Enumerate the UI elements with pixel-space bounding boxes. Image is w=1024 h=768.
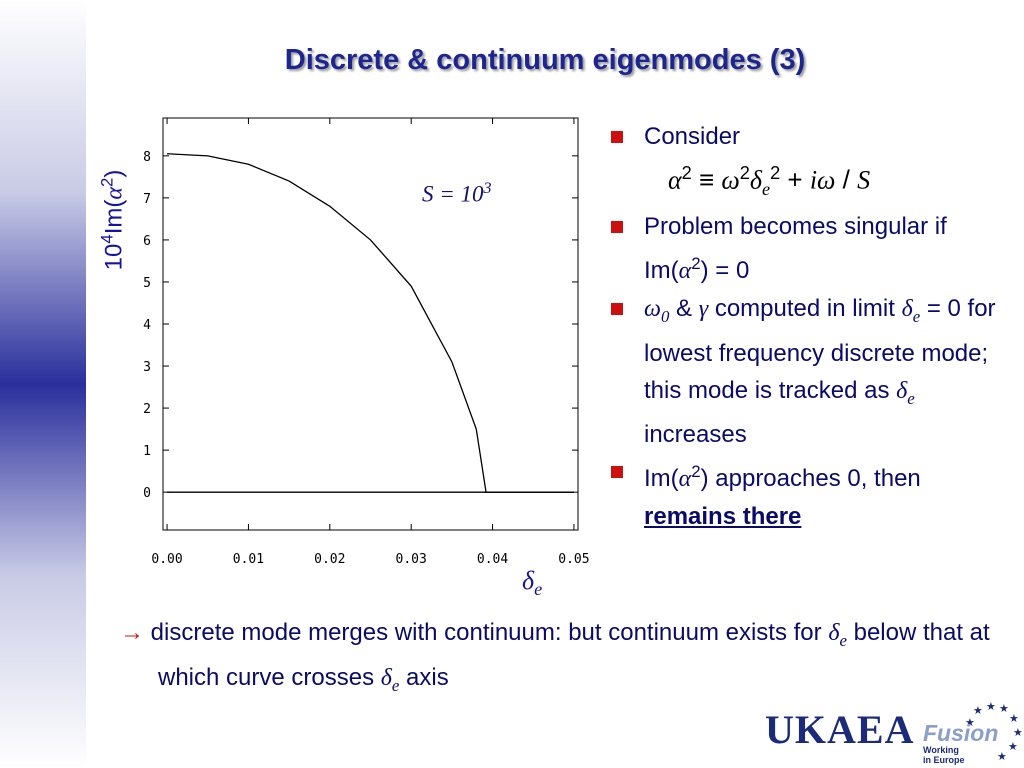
text-run: γ bbox=[698, 295, 709, 322]
y-tick-label: 0 bbox=[143, 486, 151, 501]
x-tick-label: 0.02 bbox=[314, 552, 345, 567]
text-run: Problem becomes singular if Im( bbox=[644, 212, 947, 284]
text-run: 0 bbox=[660, 306, 670, 326]
text-run: ) = 0 bbox=[700, 256, 750, 284]
side-band bbox=[0, 0, 86, 768]
text-run: S bbox=[422, 181, 434, 207]
x-tick-label: 0.05 bbox=[558, 552, 589, 567]
text-run: 2 bbox=[681, 163, 692, 183]
text-run: e bbox=[534, 579, 543, 600]
y-tick-label: 1 bbox=[143, 444, 151, 459]
text-run: 2 bbox=[691, 462, 701, 482]
text-run: increases bbox=[644, 421, 747, 449]
bullet: Problem becomes singular if Im(α2) = 0 bbox=[608, 208, 1008, 290]
bullet-list: Consider α2 ≡ ω2δe2 + iω / S Problem becom… bbox=[608, 118, 1008, 535]
text-run: 2 bbox=[770, 163, 781, 183]
y-tick-label: 6 bbox=[143, 234, 151, 249]
slide-title: Discrete & continuum eigenmodes (3) bbox=[284, 44, 806, 76]
svg-text:★: ★ bbox=[986, 700, 996, 713]
text-run: Consider bbox=[644, 123, 741, 150]
text-run: ) approaches 0, then bbox=[700, 465, 921, 493]
svg-text:★: ★ bbox=[1009, 712, 1019, 725]
y-tick-label: 2 bbox=[143, 402, 151, 417]
text-run: & bbox=[669, 294, 699, 322]
svg-text:★: ★ bbox=[1008, 740, 1018, 753]
bullet: Consider bbox=[608, 118, 1008, 155]
y-axis-label: 104Im(α2) bbox=[98, 170, 129, 271]
y-tick-label: 7 bbox=[143, 192, 151, 207]
logo-name: UKAEA bbox=[765, 707, 915, 752]
svg-text:★: ★ bbox=[973, 704, 983, 717]
text-run: ≡ bbox=[691, 164, 722, 195]
text-run: δ bbox=[828, 620, 840, 646]
text-run: 2 bbox=[97, 177, 117, 188]
annotation: S = 103 bbox=[422, 180, 492, 208]
text-run: axis bbox=[399, 663, 449, 691]
text-run: Im( bbox=[644, 465, 679, 493]
text-run: ) bbox=[100, 169, 128, 178]
text-run: = 0 for lowest frequency discrete mode; … bbox=[644, 294, 996, 404]
text-run: e bbox=[839, 630, 847, 650]
text-run: δ bbox=[522, 566, 535, 595]
text-run: → bbox=[120, 619, 151, 646]
x-tick-label: 0.01 bbox=[233, 552, 264, 567]
text-run: δ bbox=[896, 377, 908, 404]
bullet: ω0 & γ computed in limit δe = 0 for lowe… bbox=[608, 290, 1008, 454]
note: → discrete mode merges with continuum: b… bbox=[120, 614, 1024, 704]
text-run: e bbox=[912, 306, 921, 326]
text-run: δ bbox=[380, 664, 392, 691]
y-tick-label: 5 bbox=[143, 276, 151, 291]
text-run: computed in limit bbox=[708, 294, 902, 322]
logo-tagline: Working in Europe bbox=[923, 745, 965, 765]
x-tick-label: 0.00 bbox=[151, 552, 182, 567]
x-axis-label: δe bbox=[522, 566, 542, 600]
text-run: α bbox=[678, 466, 692, 493]
svg-text:★: ★ bbox=[999, 702, 1009, 715]
text-run: e bbox=[391, 675, 400, 695]
text-run: ω bbox=[644, 295, 661, 322]
logo-line: Working bbox=[923, 745, 959, 755]
bullet: Im(α2) approaches 0, then remains there bbox=[608, 453, 1008, 535]
text-run: discrete mode merges with continuum: but… bbox=[150, 619, 829, 646]
text-run: e bbox=[907, 388, 915, 408]
text-run: below that at which curve crosses bbox=[158, 619, 990, 691]
svg-text:★: ★ bbox=[997, 750, 1007, 762]
text-run: iω bbox=[809, 165, 836, 195]
text-run: δ bbox=[901, 295, 913, 322]
text-run: S bbox=[857, 165, 871, 195]
text-run: 3 bbox=[483, 180, 492, 197]
bullet: α2 ≡ ω2δe2 + iω / S bbox=[608, 155, 1008, 208]
data-line bbox=[167, 153, 574, 493]
text-run: 2 bbox=[691, 253, 701, 273]
text-run: α bbox=[678, 257, 692, 284]
plot-frame bbox=[162, 117, 579, 531]
text-run: + bbox=[780, 164, 810, 195]
text-run: / bbox=[835, 164, 858, 195]
text-run: δ bbox=[749, 165, 762, 195]
text-run: e bbox=[761, 178, 771, 199]
logo-stars: ★ ★ ★★ ★★★★ bbox=[965, 700, 1023, 762]
logo-fusion: Fusion bbox=[923, 720, 999, 746]
svg-text:★: ★ bbox=[965, 716, 975, 729]
text-run: 2 bbox=[739, 163, 750, 183]
text-run: 4 bbox=[97, 234, 117, 244]
svg-text:★: ★ bbox=[1013, 726, 1023, 739]
text-run: = 10 bbox=[433, 181, 484, 207]
x-tick-label: 0.04 bbox=[477, 552, 508, 567]
text-run: 10 bbox=[100, 243, 128, 271]
y-tick-label: 3 bbox=[143, 360, 151, 375]
text-run: ω bbox=[721, 165, 740, 195]
y-tick-label: 4 bbox=[143, 318, 151, 333]
logo-line: in Europe bbox=[923, 755, 965, 765]
x-tick-label: 0.03 bbox=[396, 552, 427, 567]
text-run: remains there bbox=[644, 503, 802, 531]
text-run: α bbox=[668, 165, 682, 195]
y-tick-label: 8 bbox=[143, 150, 151, 165]
text-run: Im( bbox=[100, 199, 128, 235]
text-run: α bbox=[101, 187, 128, 200]
